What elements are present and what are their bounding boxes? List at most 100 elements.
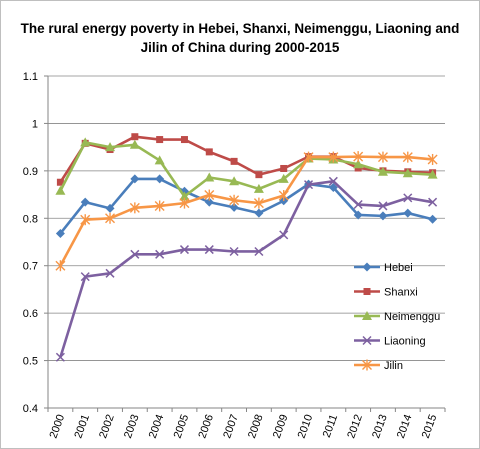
series-liaoning [55, 176, 438, 362]
point-marker [179, 191, 190, 201]
marker-stroke [155, 249, 165, 259]
chart-title: The rural energy poverty in Hebei, Shanx… [1, 19, 479, 57]
x-tick-label: 2001 [72, 413, 92, 440]
y-tick-label: 0.5 [23, 356, 38, 368]
y-tick-label: 0.6 [23, 308, 38, 320]
series-line [59, 155, 433, 267]
x-tick-label: 2004 [147, 413, 167, 440]
y-tick-label: 1 [32, 118, 38, 130]
point-marker [403, 208, 413, 218]
point-marker [378, 211, 388, 221]
point-marker [204, 172, 215, 182]
point-marker [129, 139, 140, 149]
legend-item-neimenggu: Neimenggu [354, 311, 440, 323]
point-marker [204, 189, 215, 201]
point-marker [105, 268, 115, 278]
marker-stroke [130, 249, 140, 259]
point-marker [378, 201, 388, 211]
legend-item-shanxi: Shanxi [354, 287, 418, 299]
marker-stroke [403, 193, 413, 203]
series-line [59, 177, 433, 235]
point-marker [179, 245, 189, 255]
point-marker [229, 194, 240, 206]
x-tick-label: 2014 [395, 413, 415, 440]
point-marker [105, 203, 115, 213]
point-marker [155, 174, 165, 184]
marker-stroke [80, 272, 90, 282]
legend-item-jilin: Jilin [354, 359, 403, 372]
point-marker [130, 249, 140, 259]
point-marker [80, 197, 90, 207]
series-shanxi [56, 133, 437, 186]
point-marker [362, 262, 372, 272]
point-marker [230, 157, 238, 165]
x-tick-label: 2000 [48, 413, 68, 440]
legend: Hebei Shanxi Neimenggu Liaoning Jilin [354, 262, 440, 372]
point-marker [278, 173, 289, 183]
point-marker [255, 171, 263, 179]
series-jilin [55, 151, 438, 272]
legend-label: Liaoning [384, 336, 426, 348]
point-marker [80, 272, 90, 282]
point-marker [353, 200, 363, 210]
x-tick-label: 2006 [196, 413, 216, 440]
marker-stroke [55, 352, 65, 362]
point-marker [303, 151, 314, 163]
point-marker [55, 228, 65, 238]
y-tick-label: 1.1 [23, 71, 38, 83]
legend-label: Jilin [384, 360, 403, 372]
x-tick-label: 2012 [345, 413, 365, 440]
point-marker [155, 249, 165, 259]
point-marker [56, 178, 64, 186]
x-tick-label: 2011 [321, 413, 340, 439]
point-marker [229, 176, 240, 186]
point-marker [55, 260, 66, 272]
point-marker [204, 245, 214, 255]
legend-label: Shanxi [384, 287, 418, 299]
point-marker [377, 151, 388, 163]
series-line [59, 141, 433, 198]
point-marker [328, 182, 338, 192]
y-tick-label: 0.8 [23, 213, 38, 225]
point-marker [328, 151, 339, 163]
point-marker [428, 197, 438, 207]
x-tick-label: 2007 [221, 413, 241, 440]
point-marker [362, 335, 372, 346]
point-marker [363, 288, 371, 295]
point-marker [55, 185, 66, 195]
point-marker [205, 148, 213, 156]
point-marker [377, 166, 388, 176]
point-marker [154, 200, 165, 212]
point-marker [353, 210, 363, 220]
legend-item-liaoning: Liaoning [354, 336, 426, 348]
y-tick-label: 0.4 [23, 403, 38, 415]
marker-stroke [254, 246, 264, 257]
point-marker [229, 202, 239, 212]
marker-stroke [362, 335, 372, 346]
point-marker [362, 311, 372, 320]
legend-label: Hebei [384, 262, 413, 274]
point-marker [304, 180, 314, 190]
series-hebei [55, 174, 438, 238]
point-marker [105, 212, 116, 224]
point-marker [156, 136, 164, 144]
y-tick-label: 0.9 [23, 166, 38, 178]
point-marker [129, 202, 140, 214]
point-marker [427, 169, 438, 179]
point-marker [229, 246, 239, 257]
marker-stroke [105, 268, 115, 278]
marker-stroke [179, 245, 189, 255]
point-marker [80, 137, 91, 147]
point-marker [154, 155, 165, 165]
point-marker [131, 133, 139, 141]
series-line [59, 135, 433, 183]
point-marker [402, 168, 413, 178]
legend-label: Neimenggu [384, 311, 440, 323]
marker-stroke [428, 197, 438, 207]
marker-stroke [328, 176, 338, 186]
point-marker [253, 197, 264, 209]
x-tick-label: 2005 [172, 413, 192, 440]
